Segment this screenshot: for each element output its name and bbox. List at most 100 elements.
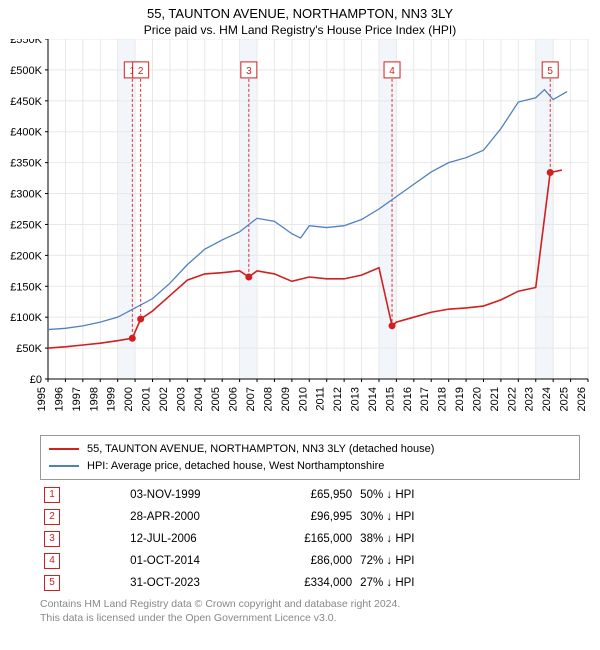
x-tick-label: 2016	[402, 387, 414, 411]
chart-area: £0 £50K £100K £150K £200K £250K £300K £350K £400…	[0, 39, 600, 429]
legend-swatch	[49, 465, 79, 467]
x-tick-label: 2004	[193, 387, 205, 411]
x-tick-label: 2021	[489, 387, 501, 411]
event-marker: 2	[44, 509, 60, 525]
x-tick-label: 1996	[53, 387, 65, 411]
x-tick-label: 2002	[158, 387, 170, 411]
x-tick-label: 2009	[280, 387, 292, 411]
y-tick-label: £150K	[10, 281, 42, 293]
event-price: £96,995	[246, 506, 356, 528]
sale-marker-num: 3	[246, 66, 252, 77]
event-row: 1 03-NOV-1999£65,95050% ↓ HPI	[40, 484, 580, 506]
event-price: £65,950	[246, 484, 356, 506]
event-date: 01-OCT-2014	[126, 550, 246, 572]
x-tick-label: 2010	[297, 387, 309, 411]
x-tick-label: 1997	[71, 387, 83, 411]
event-price: £86,000	[246, 550, 356, 572]
event-price: £165,000	[246, 528, 356, 550]
sale-point	[129, 335, 136, 342]
legend-swatch	[49, 448, 79, 450]
y-tick-label: £100K	[10, 312, 42, 324]
footer-line1: Contains HM Land Registry data © Crown c…	[40, 598, 580, 612]
shaded-band	[240, 39, 257, 379]
sale-point	[547, 169, 554, 176]
x-tick-label: 2008	[262, 387, 274, 411]
event-diff: 38% ↓ HPI	[356, 528, 580, 550]
y-tick-label: £300K	[10, 189, 42, 201]
legend-label: HPI: Average price, detached house, West…	[87, 458, 384, 475]
x-tick-label: 2015	[384, 387, 396, 411]
x-tick-label: 2019	[454, 387, 466, 411]
x-tick-label: 1999	[106, 387, 118, 411]
event-marker-cell: 4	[40, 550, 126, 572]
legend-item: HPI: Average price, detached house, West…	[49, 458, 571, 475]
x-tick-label: 2023	[524, 387, 536, 411]
y-tick-label: £550K	[10, 39, 42, 46]
x-tick-label: 2026	[576, 387, 588, 411]
sale-marker-num: 4	[389, 66, 395, 77]
x-tick-label: 2005	[210, 387, 222, 411]
y-tick-label: £0	[30, 374, 42, 386]
event-row: 4 01-OCT-2014£86,00072% ↓ HPI	[40, 550, 580, 572]
sale-point	[137, 316, 144, 323]
x-tick-label: 2017	[419, 387, 431, 411]
sale-marker-num: 2	[138, 66, 144, 77]
event-marker: 5	[44, 575, 60, 591]
y-tick-label: £450K	[10, 96, 42, 108]
sale-marker-num: 5	[547, 66, 553, 77]
x-tick-label: 2022	[506, 387, 518, 411]
legend: 55, TAUNTON AVENUE, NORTHAMPTON, NN3 3LY…	[40, 435, 580, 480]
y-tick-label: £50K	[16, 343, 42, 355]
event-marker: 3	[44, 531, 60, 547]
x-tick-label: 2014	[367, 387, 379, 411]
y-tick-label: £350K	[10, 158, 42, 170]
events-table: 1 03-NOV-1999£65,95050% ↓ HPI 2 28-APR-2000…	[40, 484, 580, 594]
x-tick-label: 2003	[175, 387, 187, 411]
y-tick-label: £250K	[10, 219, 42, 231]
sale-point	[389, 322, 396, 329]
event-row: 3 12-JUL-2006£165,00038% ↓ HPI	[40, 528, 580, 550]
x-tick-label: 2011	[315, 387, 327, 411]
event-diff: 72% ↓ HPI	[356, 550, 580, 572]
sale-point	[245, 274, 252, 281]
event-row: 2 28-APR-2000£96,99530% ↓ HPI	[40, 506, 580, 528]
chart-title: 55, TAUNTON AVENUE, NORTHAMPTON, NN3 3LY	[4, 6, 596, 21]
event-date: 03-NOV-1999	[126, 484, 246, 506]
x-tick-label: 2020	[471, 387, 483, 411]
x-tick-label: 2000	[123, 387, 135, 411]
x-tick-label: 2018	[437, 387, 449, 411]
x-tick-label: 2024	[541, 387, 553, 411]
event-marker: 4	[44, 553, 60, 569]
x-tick-label: 2025	[559, 387, 571, 411]
event-date: 12-JUL-2006	[126, 528, 246, 550]
y-tick-label: £200K	[10, 250, 42, 262]
event-price: £334,000	[246, 572, 356, 594]
x-tick-label: 1998	[88, 387, 100, 411]
event-diff: 27% ↓ HPI	[356, 572, 580, 594]
event-date: 31-OCT-2023	[126, 572, 246, 594]
event-row: 5 31-OCT-2023£334,00027% ↓ HPI	[40, 572, 580, 594]
event-marker: 1	[44, 487, 60, 503]
event-marker-cell: 3	[40, 528, 126, 550]
event-marker-cell: 2	[40, 506, 126, 528]
event-date: 28-APR-2000	[126, 506, 246, 528]
x-tick-label: 2012	[332, 387, 344, 411]
line-chart-svg: £0 £50K £100K £150K £200K £250K £300K £350K £400…	[0, 39, 600, 429]
x-tick-label: 2001	[141, 387, 153, 411]
chart-subtitle: Price paid vs. HM Land Registry's House …	[4, 23, 596, 37]
x-tick-label: 2013	[350, 387, 362, 411]
x-tick-label: 1995	[36, 387, 48, 411]
event-diff: 30% ↓ HPI	[356, 506, 580, 528]
event-marker-cell: 5	[40, 572, 126, 594]
y-tick-label: £500K	[10, 65, 42, 77]
footer-line2: This data is licensed under the Open Gov…	[40, 612, 580, 626]
event-marker-cell: 1	[40, 484, 126, 506]
chart-titles: 55, TAUNTON AVENUE, NORTHAMPTON, NN3 3LY…	[0, 0, 600, 39]
x-tick-label: 2006	[228, 387, 240, 411]
x-tick-label: 2007	[245, 387, 257, 411]
legend-item: 55, TAUNTON AVENUE, NORTHAMPTON, NN3 3LY…	[49, 441, 571, 458]
legend-label: 55, TAUNTON AVENUE, NORTHAMPTON, NN3 3LY…	[87, 441, 434, 458]
event-diff: 50% ↓ HPI	[356, 484, 580, 506]
footer-attribution: Contains HM Land Registry data © Crown c…	[40, 598, 580, 625]
y-tick-label: £400K	[10, 127, 42, 139]
